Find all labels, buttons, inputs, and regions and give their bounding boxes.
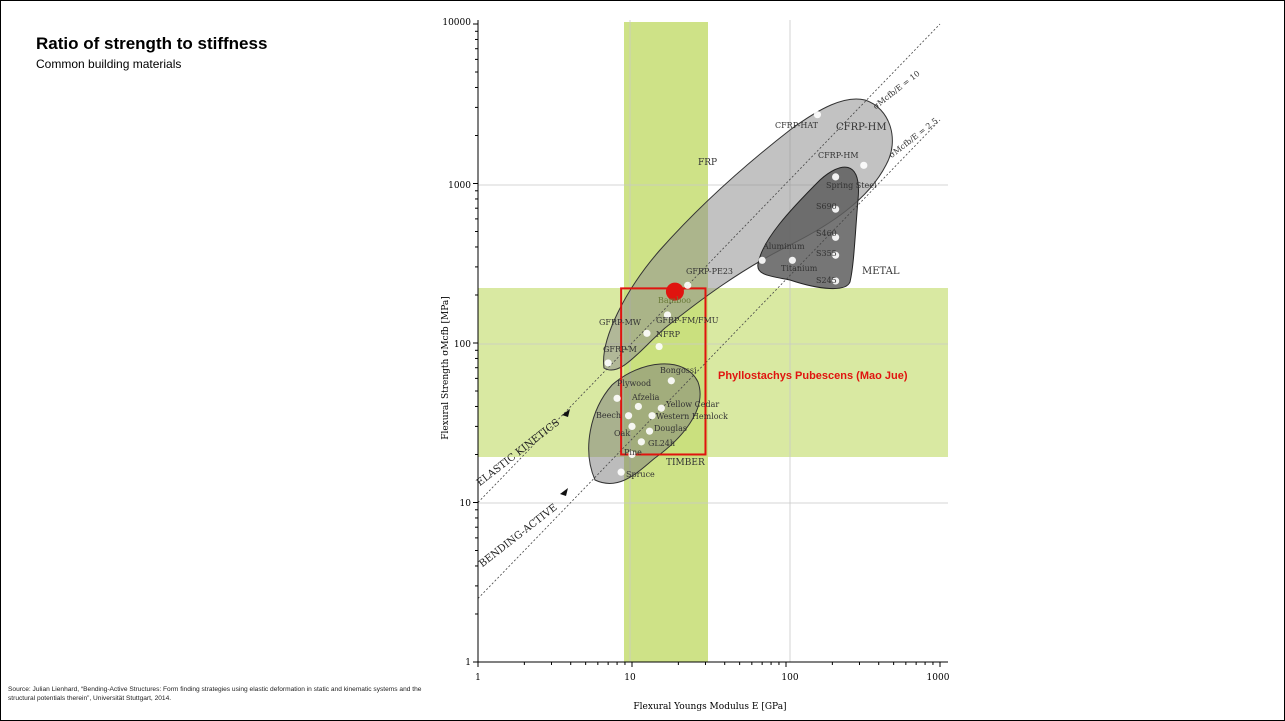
- ratio-label-2-5: σMcfb/E = 2.5: [887, 116, 939, 160]
- data-point: [832, 173, 840, 181]
- data-point: [832, 251, 840, 259]
- label-yellow-cedar: Yellow Cedar: [665, 400, 719, 409]
- y-tick-label: 1: [465, 658, 471, 668]
- frp-envelope: [603, 98, 893, 371]
- bending-active-arrow: [560, 488, 568, 496]
- data-point: [832, 277, 840, 285]
- y-tick-label: 100: [454, 340, 471, 350]
- x-tick-label: 100: [781, 673, 798, 683]
- label-bongossi: Bongossi: [660, 366, 697, 375]
- label-gl24h: GL24h: [648, 439, 675, 448]
- label-metal: METAL: [862, 266, 900, 277]
- data-point: [613, 394, 621, 402]
- timber-envelope: [588, 363, 701, 484]
- label-gfrp-pe23: GFRP-PE23: [686, 267, 733, 276]
- data-point: [624, 412, 633, 420]
- data-point: [657, 404, 665, 412]
- label-cfrp-hm-group: CFRP-HM: [836, 122, 887, 133]
- data-point: [645, 427, 654, 435]
- label-spring-steel: Spring Steel: [826, 181, 877, 190]
- data-point: [860, 161, 868, 169]
- data-point: [832, 205, 840, 213]
- label-afzelia: Afzelia: [631, 393, 660, 402]
- ratio-line-0: [478, 23, 941, 503]
- label-gfrp-mw: GFRP-MW: [599, 318, 642, 327]
- label-western-hemlock: Western Hemlock: [656, 412, 728, 421]
- data-point: [788, 256, 796, 264]
- metal-envelope: [757, 166, 859, 290]
- label-oak: Oak: [614, 429, 630, 438]
- ratio-line-1: [478, 119, 941, 599]
- label-cfrp-hm: CFRP-HM: [818, 151, 859, 160]
- data-point: [648, 412, 656, 420]
- x-tick-label: 10: [624, 673, 636, 683]
- data-point: [637, 438, 645, 446]
- bamboo-highlight-box: [620, 287, 707, 456]
- x-axis-label: Flexural Youngs Modulus E [GPa]: [633, 702, 786, 712]
- axes: [477, 20, 948, 663]
- slide-subtitle: Common building materials: [36, 57, 182, 71]
- label-frp: FRP: [698, 158, 717, 168]
- label-plywood: Plywood: [617, 379, 651, 388]
- data-point: [813, 111, 822, 119]
- data-point: [684, 281, 692, 289]
- x-tick-label: 1: [475, 673, 481, 683]
- label-s460: S460: [816, 229, 837, 238]
- data-point: [634, 402, 642, 411]
- data-point: [667, 377, 675, 385]
- bamboo-highlight-point: [665, 282, 684, 301]
- label-titanium: Titanium: [781, 264, 818, 273]
- y-tick-label: 1000: [448, 181, 471, 191]
- label-s690: S690: [816, 202, 837, 211]
- highlight-label: Phyllostachys Pubescens (Mao Jue): [718, 370, 908, 382]
- data-point: [628, 450, 636, 459]
- data-point: [832, 233, 840, 241]
- label-nfrp: NFRP: [656, 330, 681, 339]
- data-point: [663, 311, 672, 319]
- label-cfrp-hat: CFRP-HAT: [775, 121, 819, 130]
- data-point: [643, 329, 651, 337]
- label-gfrp-fm: GFRP-FM/FMU: [656, 316, 719, 325]
- slide-title: Ratio of strength to stiffness: [36, 34, 268, 53]
- label-aluminum: Aluminum: [762, 242, 805, 251]
- label-beech: Beech: [596, 411, 621, 420]
- label-gfrp-m: GFRP-M: [603, 345, 637, 354]
- data-point: [655, 342, 663, 351]
- source-citation: Source: Julian Lienhard, “Bending-Active…: [8, 686, 422, 702]
- label-pine: Pine: [624, 448, 642, 457]
- y-axis-label: Flexural Strength σMcfb [MPa]: [441, 296, 451, 440]
- data-point: [758, 256, 766, 264]
- bending-active-label: BENDING-ACTIVE: [477, 502, 559, 570]
- x-tick-label: 1000: [927, 673, 950, 683]
- data-point: [617, 468, 625, 476]
- label-s245: S245: [816, 276, 837, 285]
- data-point: [604, 359, 612, 367]
- label-timber: TIMBER: [666, 458, 705, 468]
- label-douglas: Douglas: [654, 424, 687, 433]
- label-s355: S355: [816, 249, 837, 258]
- label-bamboo: Bamboo: [658, 296, 691, 305]
- ratio-label-10: σMcfb/E = 10: [871, 69, 921, 111]
- label-spruce: Spruce: [626, 470, 655, 479]
- highlight-band-horizontal: [478, 288, 948, 457]
- elastic-kinetics-arrow: [562, 409, 570, 417]
- data-point: [628, 422, 636, 430]
- y-tick-label: 10: [460, 499, 472, 509]
- y-tick-label: 10000: [442, 18, 471, 28]
